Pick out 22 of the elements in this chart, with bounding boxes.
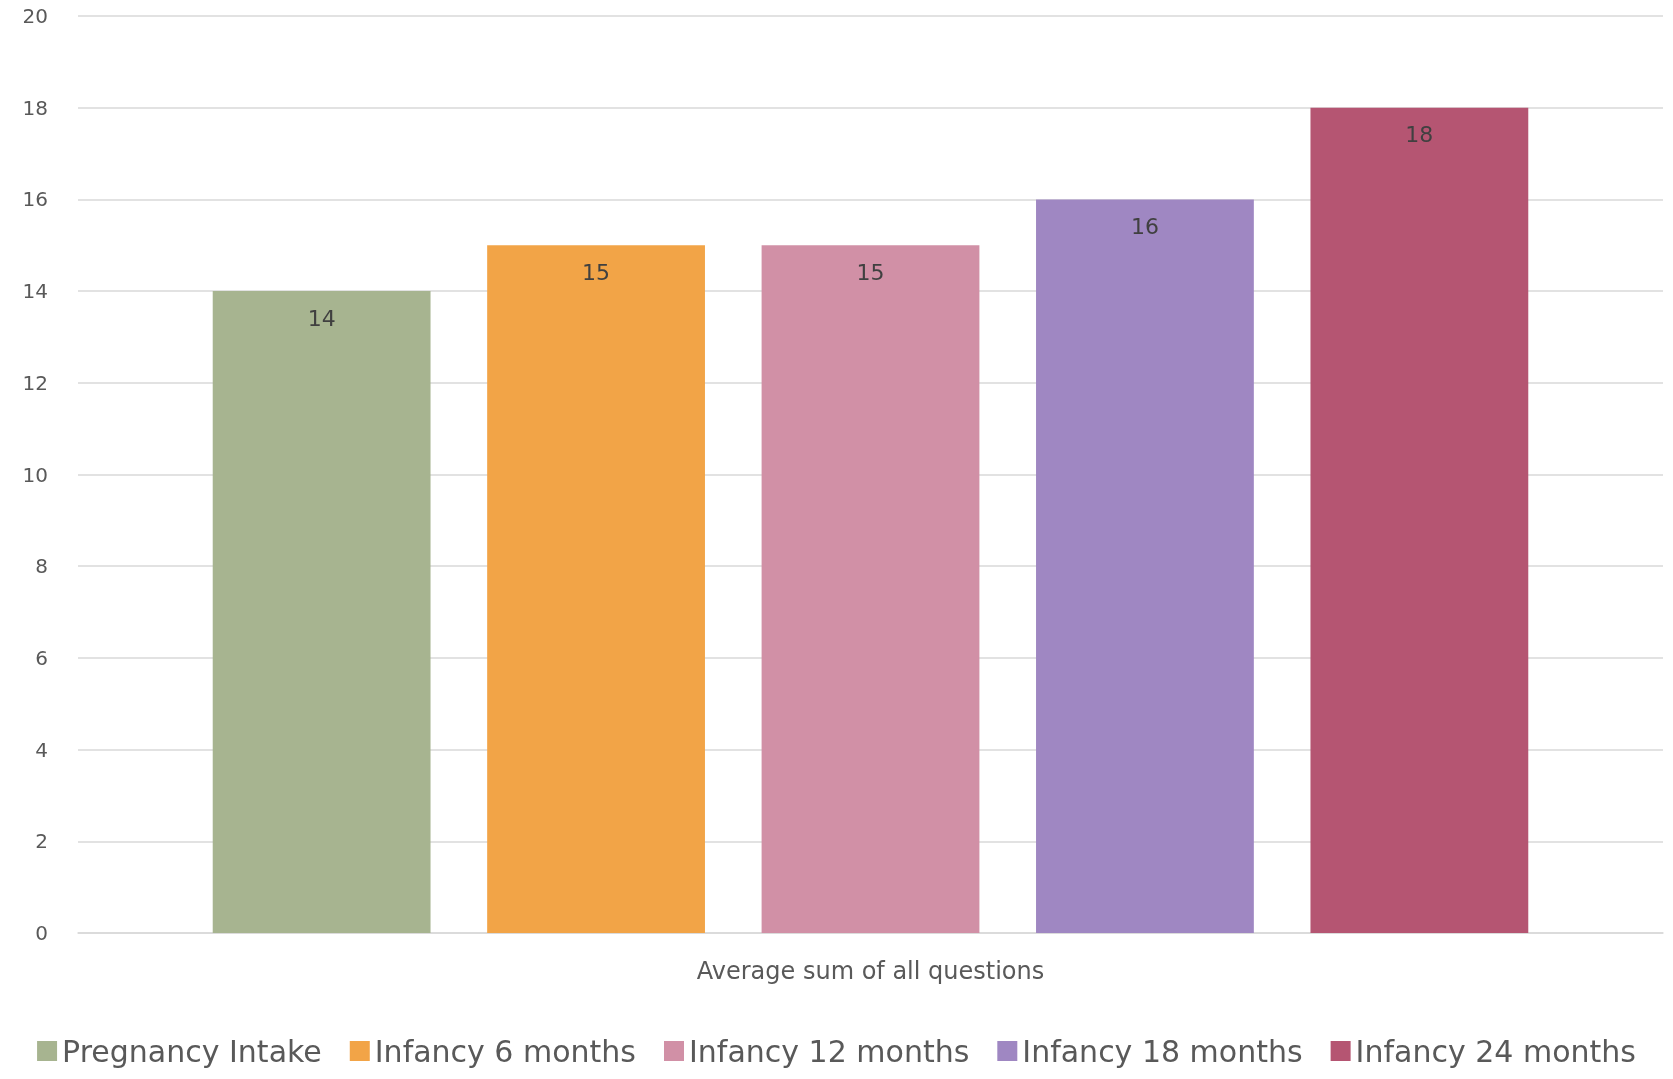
legend-label: Pregnancy Intake xyxy=(62,1033,322,1069)
y-tick-label: 18 xyxy=(22,95,48,120)
data-label: 18 xyxy=(1405,122,1434,148)
legend-label: Infancy 6 months xyxy=(374,1033,636,1069)
data-label: 15 xyxy=(582,259,611,285)
legend-label: Infancy 18 months xyxy=(1022,1033,1303,1069)
x-tick-label: Average sum of all questions xyxy=(696,957,1045,985)
y-tick-label: 16 xyxy=(22,187,48,212)
y-tick-label: 2 xyxy=(35,829,48,854)
y-tick-label: 12 xyxy=(22,370,48,395)
y-tick-label: 8 xyxy=(35,554,48,579)
legend-label: Infancy 12 months xyxy=(689,1033,970,1069)
data-label: 15 xyxy=(856,259,885,285)
data-label: 16 xyxy=(1130,213,1159,239)
y-tick-label: 10 xyxy=(22,462,48,487)
y-tick-label: 14 xyxy=(22,279,48,304)
y-tick-label: 4 xyxy=(35,737,48,762)
legend-label: Infancy 24 months xyxy=(1355,1033,1636,1069)
y-tick-label: 6 xyxy=(35,645,48,670)
y-tick-label: 20 xyxy=(22,4,48,28)
y-tick-label: 0 xyxy=(35,921,48,945)
data-label: 14 xyxy=(307,305,336,331)
